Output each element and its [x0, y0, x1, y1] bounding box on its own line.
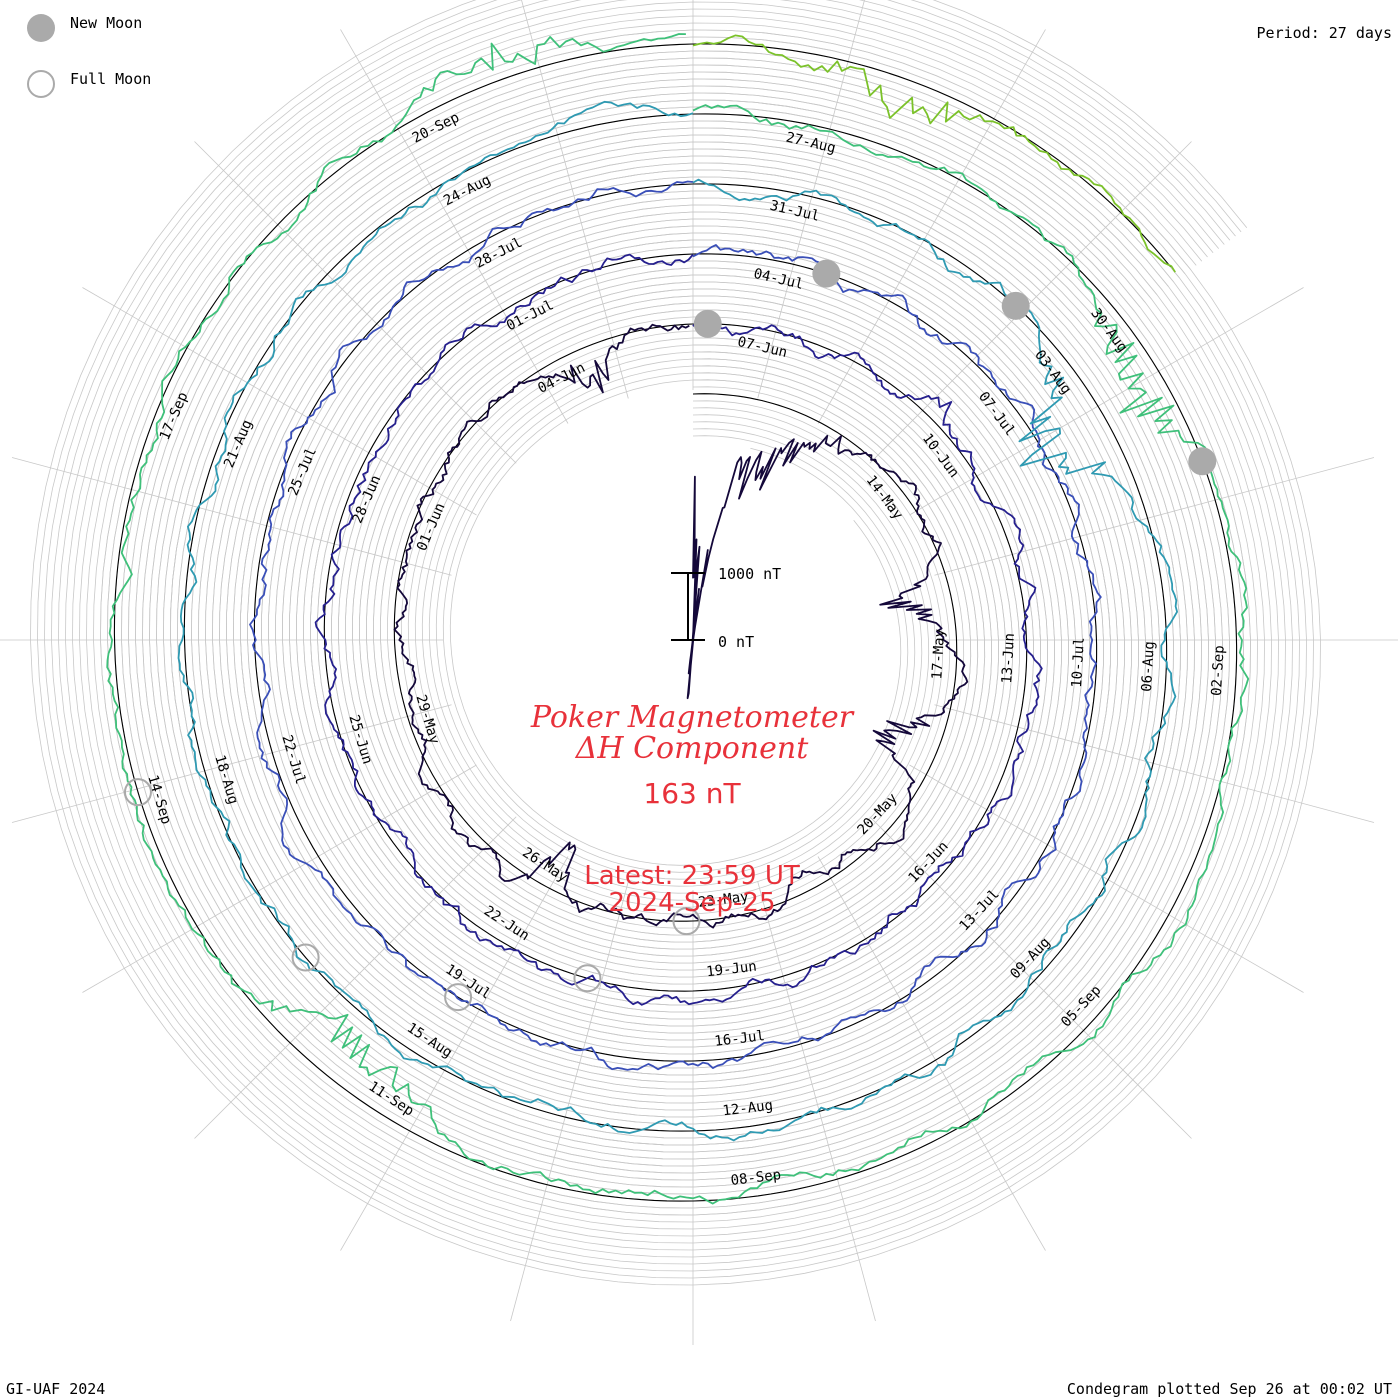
trace-cycle-2	[314, 253, 1043, 1006]
date-label-39: 05-Sep	[1058, 983, 1104, 1031]
grid-spoke	[909, 764, 1304, 993]
baseline-cycle-6	[692, 43, 1172, 268]
grid-spiral	[51, 0, 1300, 1265]
date-label-11: 13-Jun	[999, 633, 1018, 684]
grid-spiral	[142, 71, 1209, 1174]
scale-top-label: 1000 nT	[718, 565, 781, 583]
full-moon-marker-3	[444, 983, 473, 1012]
grid-spiral	[30, 0, 1321, 1286]
grid-spoke	[817, 29, 1046, 424]
trace-cycle-6	[692, 34, 1176, 273]
date-label-4: 23-May	[697, 889, 749, 911]
new-moon-legend-marker	[27, 14, 55, 42]
date-label-32: 15-Aug	[404, 1020, 455, 1061]
full-moon-marker-4	[291, 943, 320, 972]
trace-cycle-4	[177, 100, 1178, 1142]
grid-spiral	[72, 1, 1279, 1244]
date-label-22: 16-Jul	[714, 1028, 766, 1050]
date-label-38: 02-Sep	[1209, 645, 1228, 696]
grid-spiral	[149, 78, 1202, 1167]
date-label-23: 19-Jul	[442, 962, 493, 1003]
grid-spiral	[79, 8, 1272, 1237]
grid-spoke	[340, 856, 569, 1251]
trace-cycle-5	[106, 33, 1250, 1205]
date-label-2: 17-May	[929, 629, 948, 680]
date-label-layer: 14-May17-May20-May23-May26-May29-May01-J…	[144, 110, 1227, 1189]
credit-label: GI-UAF 2024	[6, 1380, 106, 1398]
grid-spiral	[65, 0, 1286, 1251]
chart-title-line2: ΔH Component	[575, 731, 809, 766]
new-moon-marker-3	[1001, 291, 1030, 320]
grid-spoke	[817, 856, 1046, 1251]
grid-spiral	[170, 99, 1181, 1146]
date-label-44: 20-Sep	[410, 110, 462, 147]
date-label-14: 22-Jun	[481, 903, 532, 944]
grid-spoke	[869, 141, 1192, 464]
grid-spoke	[510, 881, 629, 1322]
grid-spoke	[521, 0, 629, 399]
grid-spoke	[909, 287, 1304, 516]
grid-spoke	[340, 29, 569, 424]
date-label-12: 16-Jun	[905, 838, 951, 886]
new-moon-marker-4	[1188, 447, 1217, 476]
grid-spoke	[11, 457, 452, 576]
date-label-29: 06-Aug	[1139, 641, 1158, 692]
full-moon-legend-label: Full Moon	[70, 70, 152, 88]
date-label-13: 19-Jun	[705, 959, 757, 981]
grid-spiral	[37, 0, 1314, 1279]
plotted-label: Condegram plotted Sep 26 at 00:02 UT	[1066, 1380, 1392, 1398]
latest-time: Latest: 23:59 UT	[584, 861, 800, 891]
grid-spiral	[100, 29, 1251, 1216]
grid-spoke	[934, 704, 1375, 823]
grid-spoke	[82, 287, 477, 516]
date-label-1: 14-May	[863, 473, 906, 523]
date-label-35: 24-Aug	[441, 172, 493, 209]
date-label-20: 10-Jul	[1069, 637, 1088, 688]
date-label-40: 08-Sep	[730, 1167, 782, 1189]
grid-spoke	[194, 141, 517, 464]
new-moon-marker-1	[693, 309, 722, 338]
date-label-9: 07-Jun	[736, 334, 789, 361]
grid-spiral	[128, 57, 1223, 1188]
baseline-cycle-5	[113, 43, 1238, 1202]
date-label-27: 31-Jul	[768, 198, 821, 225]
date-label-18: 04-Jul	[752, 266, 805, 293]
grid-spoke	[757, 881, 876, 1322]
full-moon-marker-2	[573, 964, 602, 993]
grid-spoke	[82, 764, 477, 993]
grid-spoke	[11, 704, 452, 823]
grid-spiral	[58, 0, 1293, 1258]
date-label-36: 27-Aug	[784, 130, 837, 157]
scale-bar: 1000 nT 0 nT	[671, 565, 781, 651]
current-value: 163 nT	[643, 777, 741, 810]
chart-title-line1: Poker Magnetometer	[530, 700, 855, 735]
date-label-26: 28-Jul	[473, 235, 525, 272]
grid-spiral	[86, 15, 1265, 1230]
baseline-cycle-1	[393, 323, 958, 922]
latest-date: 2024-Sep-25	[608, 888, 775, 918]
grid-spoke	[757, 0, 865, 399]
grid-spoke	[934, 457, 1375, 576]
date-label-31: 12-Aug	[722, 1098, 774, 1120]
period-label: Period: 27 days	[1256, 24, 1392, 42]
moon-layer	[123, 259, 1217, 1012]
trace-cycle-1	[393, 323, 969, 929]
baseline-cycle-2	[323, 253, 1028, 992]
full-moon-marker-1	[672, 907, 701, 936]
trace-cycle-3	[249, 180, 1102, 1071]
trace-layer	[106, 33, 1250, 1205]
grid-layer	[0, 0, 1398, 1345]
full-moon-legend-marker	[27, 70, 55, 98]
new-moon-legend-label: New Moon	[70, 14, 143, 32]
grid-spiral	[93, 22, 1258, 1223]
grid-spoke	[194, 816, 517, 1139]
new-moon-marker-2	[812, 259, 841, 288]
full-moon-marker-5	[123, 778, 152, 807]
scale-bottom-label: 0 nT	[718, 633, 754, 651]
